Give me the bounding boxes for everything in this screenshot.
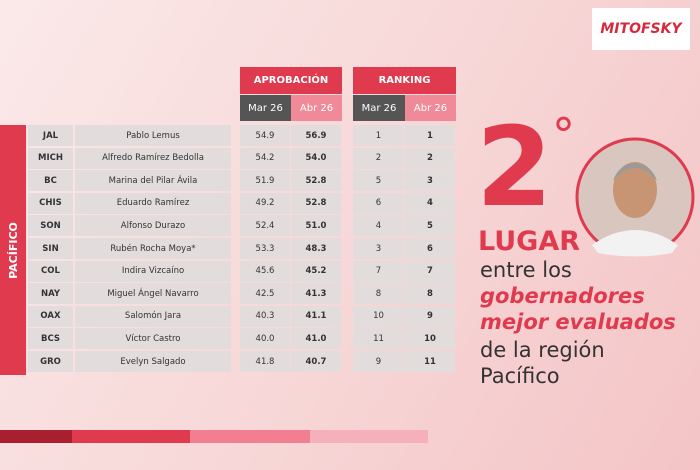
place-word: LUGAR	[478, 226, 581, 257]
table-cell: 4	[353, 215, 404, 237]
table-cell: 40.0	[240, 328, 290, 350]
table-cell: 7	[405, 260, 455, 282]
headline-line: gobernadores	[480, 284, 645, 308]
table-cell: 40.3	[240, 305, 290, 327]
subheader: Mar 26	[353, 95, 405, 121]
group-header: RANKING	[353, 67, 456, 94]
table-cell: 8	[353, 283, 404, 305]
table-cell: Evelyn Salgado	[75, 351, 231, 372]
table-cell: SON	[28, 215, 73, 237]
portrait	[575, 137, 695, 257]
place-degree: °	[552, 108, 575, 162]
table-cell: Víctor Castro	[75, 328, 231, 350]
table-cell: Rubén Rocha Moya*	[75, 238, 231, 259]
table-cell: Marina del Pilar Ávila	[75, 170, 231, 192]
place-number: 2	[476, 103, 553, 231]
table-cell: 52.8	[291, 170, 341, 192]
table-cell: OAX	[28, 305, 73, 327]
table-cell: 9	[405, 305, 455, 327]
subheader: Mar 26	[240, 95, 291, 121]
table-cell: 54.9	[240, 125, 290, 146]
table-cell: 41.1	[291, 305, 341, 327]
table-cell: 45.6	[240, 260, 290, 282]
table-cell: 4	[405, 192, 455, 214]
table-cell: 2	[405, 147, 455, 169]
table-cell: 49.2	[240, 192, 290, 214]
table-cell: 11	[353, 328, 404, 350]
table-cell: Salomón Jara	[75, 305, 231, 327]
table-cell: 41.0	[291, 328, 341, 350]
table-cell: 5	[353, 170, 404, 192]
table-cell: 42.5	[240, 283, 290, 305]
table-cell: 48.3	[291, 238, 341, 259]
region-bar: PACÍFICO	[0, 125, 26, 375]
table-cell: CHIS	[28, 192, 73, 214]
table-cell: Indira Vizcaíno	[75, 260, 231, 282]
table-cell: 41.3	[291, 283, 341, 305]
subheader: Abr 26	[291, 95, 342, 121]
bar-segment	[72, 430, 190, 443]
table-cell: 53.3	[240, 238, 290, 259]
headline-line: Pacífico	[480, 364, 560, 388]
table-cell: 45.2	[291, 260, 341, 282]
region-label: PACÍFICO	[6, 221, 20, 279]
logo: MITOFSKY	[592, 8, 690, 50]
table-cell: NAY	[28, 283, 73, 305]
bar-segment	[190, 430, 310, 443]
table-cell: 1	[405, 125, 455, 146]
table-cell: 3	[353, 238, 404, 259]
table-cell: 40.7	[291, 351, 341, 372]
table-cell: 8	[405, 283, 455, 305]
bar-segment	[0, 430, 72, 443]
table-cell: 10	[353, 305, 404, 327]
table-cell: 52.8	[291, 192, 341, 214]
table-cell: Miguel Ángel Navarro	[75, 283, 231, 305]
table-cell: SIN	[28, 238, 73, 259]
table-cell: 10	[405, 328, 455, 350]
table-cell: COL	[28, 260, 73, 282]
table-cell: 51.9	[240, 170, 290, 192]
subheader: Abr 26	[405, 95, 456, 121]
headline-line: mejor evaluados	[480, 310, 676, 334]
table-cell: Alfredo Ramírez Bedolla	[75, 147, 231, 169]
table-cell: Alfonso Durazo	[75, 215, 231, 237]
table-cell: 9	[353, 351, 404, 372]
table-cell: BCS	[28, 328, 73, 350]
table-cell: 54.2	[240, 147, 290, 169]
table-cell: JAL	[28, 125, 73, 146]
table-cell: 56.9	[291, 125, 341, 146]
table-cell: 6	[353, 192, 404, 214]
table-cell: Pablo Lemus	[75, 125, 231, 146]
group-header: APROBACIÓN	[240, 67, 342, 94]
table-cell: 7	[353, 260, 404, 282]
table-cell: 6	[405, 238, 455, 259]
table-cell: 52.4	[240, 215, 290, 237]
table-cell: 11	[405, 351, 455, 372]
headline-line: entre los	[480, 258, 572, 282]
table-cell: 1	[353, 125, 404, 146]
table-cell: 3	[405, 170, 455, 192]
bar-segment	[310, 430, 428, 443]
table-cell: 5	[405, 215, 455, 237]
table-cell: GRO	[28, 351, 73, 372]
headline-line: de la región	[480, 338, 605, 362]
table-cell: BC	[28, 170, 73, 192]
table-cell: 51.0	[291, 215, 341, 237]
table-cell: MICH	[28, 147, 73, 169]
table-cell: 2	[353, 147, 404, 169]
table-cell: 41.8	[240, 351, 290, 372]
table-cell: Eduardo Ramírez	[75, 192, 231, 214]
table-cell: 54.0	[291, 147, 341, 169]
